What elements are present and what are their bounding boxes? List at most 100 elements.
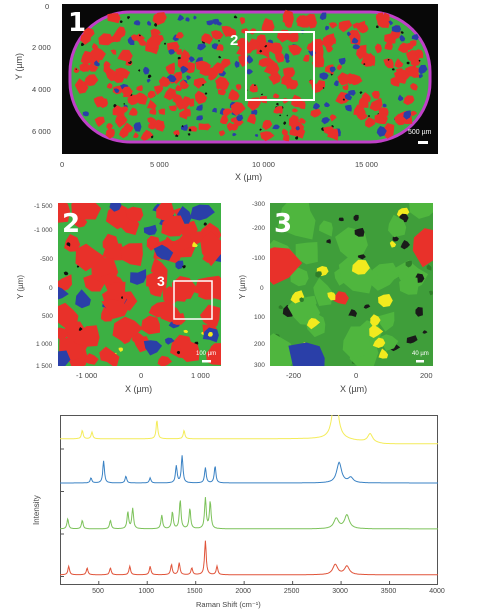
red-grain xyxy=(281,128,288,136)
red-grain xyxy=(72,203,102,220)
pore xyxy=(138,69,141,72)
pore xyxy=(418,59,421,62)
pore xyxy=(154,23,157,27)
green-grain xyxy=(428,290,433,296)
red-grain xyxy=(83,74,99,87)
blue-grain xyxy=(319,12,327,21)
red-grain xyxy=(312,55,325,68)
x-axis-label: Raman Shift (cm⁻¹) xyxy=(196,600,261,609)
blue-grain xyxy=(403,110,411,120)
red-grain xyxy=(222,108,233,118)
red-grain xyxy=(333,291,349,305)
blue-grain xyxy=(130,269,147,285)
pore xyxy=(129,61,132,64)
blue-grain xyxy=(285,58,290,63)
red-grain xyxy=(200,304,221,327)
red-grain xyxy=(161,215,187,237)
red-grain xyxy=(246,114,257,125)
panel-2-map xyxy=(58,203,221,366)
pore xyxy=(187,133,191,136)
scale-bar-label: 500 µm xyxy=(408,129,432,136)
pore xyxy=(175,134,179,137)
red-grain xyxy=(145,36,161,49)
blue-grain xyxy=(113,88,120,93)
blue-grain xyxy=(234,60,240,68)
blue-grain xyxy=(177,14,185,21)
red-grain xyxy=(117,49,133,63)
red-grain xyxy=(176,48,182,55)
blue-grain xyxy=(186,75,192,81)
red-grain xyxy=(112,316,143,343)
y-tick-300: 300 xyxy=(254,362,265,369)
blue-grain xyxy=(75,289,91,309)
red-grain xyxy=(136,92,148,105)
green-grain xyxy=(388,214,407,238)
pore xyxy=(391,68,395,71)
y-tick-0: 0 xyxy=(45,2,50,11)
blue-grain xyxy=(82,111,89,117)
red-grain xyxy=(83,27,95,38)
red-grain xyxy=(410,83,418,91)
pore xyxy=(151,135,154,139)
blue-grain xyxy=(319,72,329,80)
green-grain xyxy=(313,277,333,306)
red-grain xyxy=(275,106,283,114)
green-grain xyxy=(409,203,433,219)
pore xyxy=(406,335,418,344)
pore xyxy=(261,93,263,96)
red-grain xyxy=(74,78,89,94)
red-grain xyxy=(115,67,131,79)
red-grain xyxy=(338,20,353,33)
pore xyxy=(259,49,263,53)
red-grain xyxy=(138,38,147,46)
blue-grain xyxy=(246,68,253,75)
blue-grain xyxy=(352,44,361,50)
pore xyxy=(233,15,238,19)
y-tick-4000: 4 000 xyxy=(32,85,51,94)
red-grain xyxy=(284,21,293,28)
red-grain xyxy=(323,126,335,135)
blue-grain xyxy=(216,21,223,26)
green-grain xyxy=(319,220,333,237)
red-grain xyxy=(168,105,178,112)
y-tick-2000: 2 000 xyxy=(32,43,51,52)
pore xyxy=(406,61,410,65)
red-grain xyxy=(394,58,404,68)
x-tick-200: 200 xyxy=(420,371,433,380)
red-grain xyxy=(268,75,275,82)
red-grain xyxy=(260,131,275,142)
red-grain xyxy=(205,278,221,301)
pore xyxy=(400,240,410,250)
panel-1: 1 2 500 µm Y (µm) 0 2 000 4 000 6 000 0 … xyxy=(0,0,480,185)
red-grain xyxy=(122,86,133,96)
blue-grain xyxy=(348,90,356,96)
blue-grain xyxy=(58,286,69,300)
red-grain xyxy=(81,64,90,72)
red-grain xyxy=(402,72,410,79)
scale-bar xyxy=(416,360,424,363)
yellow-grain xyxy=(372,337,386,348)
red-grain xyxy=(217,88,227,96)
y-tick-0: 0 xyxy=(260,285,264,292)
blue-grain xyxy=(236,114,244,122)
red-grain xyxy=(397,42,409,53)
yellow-grain xyxy=(370,314,381,328)
red-grain xyxy=(288,69,296,76)
red-grain xyxy=(292,108,298,113)
pore xyxy=(348,309,357,317)
red-grain xyxy=(182,108,191,117)
pore xyxy=(363,63,366,65)
pore xyxy=(326,239,331,244)
red-grain xyxy=(289,128,298,135)
red-grain xyxy=(120,243,143,266)
x-tick-m200: -200 xyxy=(286,371,302,380)
red-grain xyxy=(296,101,306,109)
red-grain xyxy=(287,79,299,90)
y-tick-1000: 1 000 xyxy=(36,341,53,348)
yellow-grain xyxy=(389,240,397,248)
red-grain xyxy=(147,90,156,99)
red-grain xyxy=(103,63,111,74)
red-grain xyxy=(198,123,212,131)
blue-grain xyxy=(206,20,214,26)
spectrum-series-2 xyxy=(60,497,438,530)
